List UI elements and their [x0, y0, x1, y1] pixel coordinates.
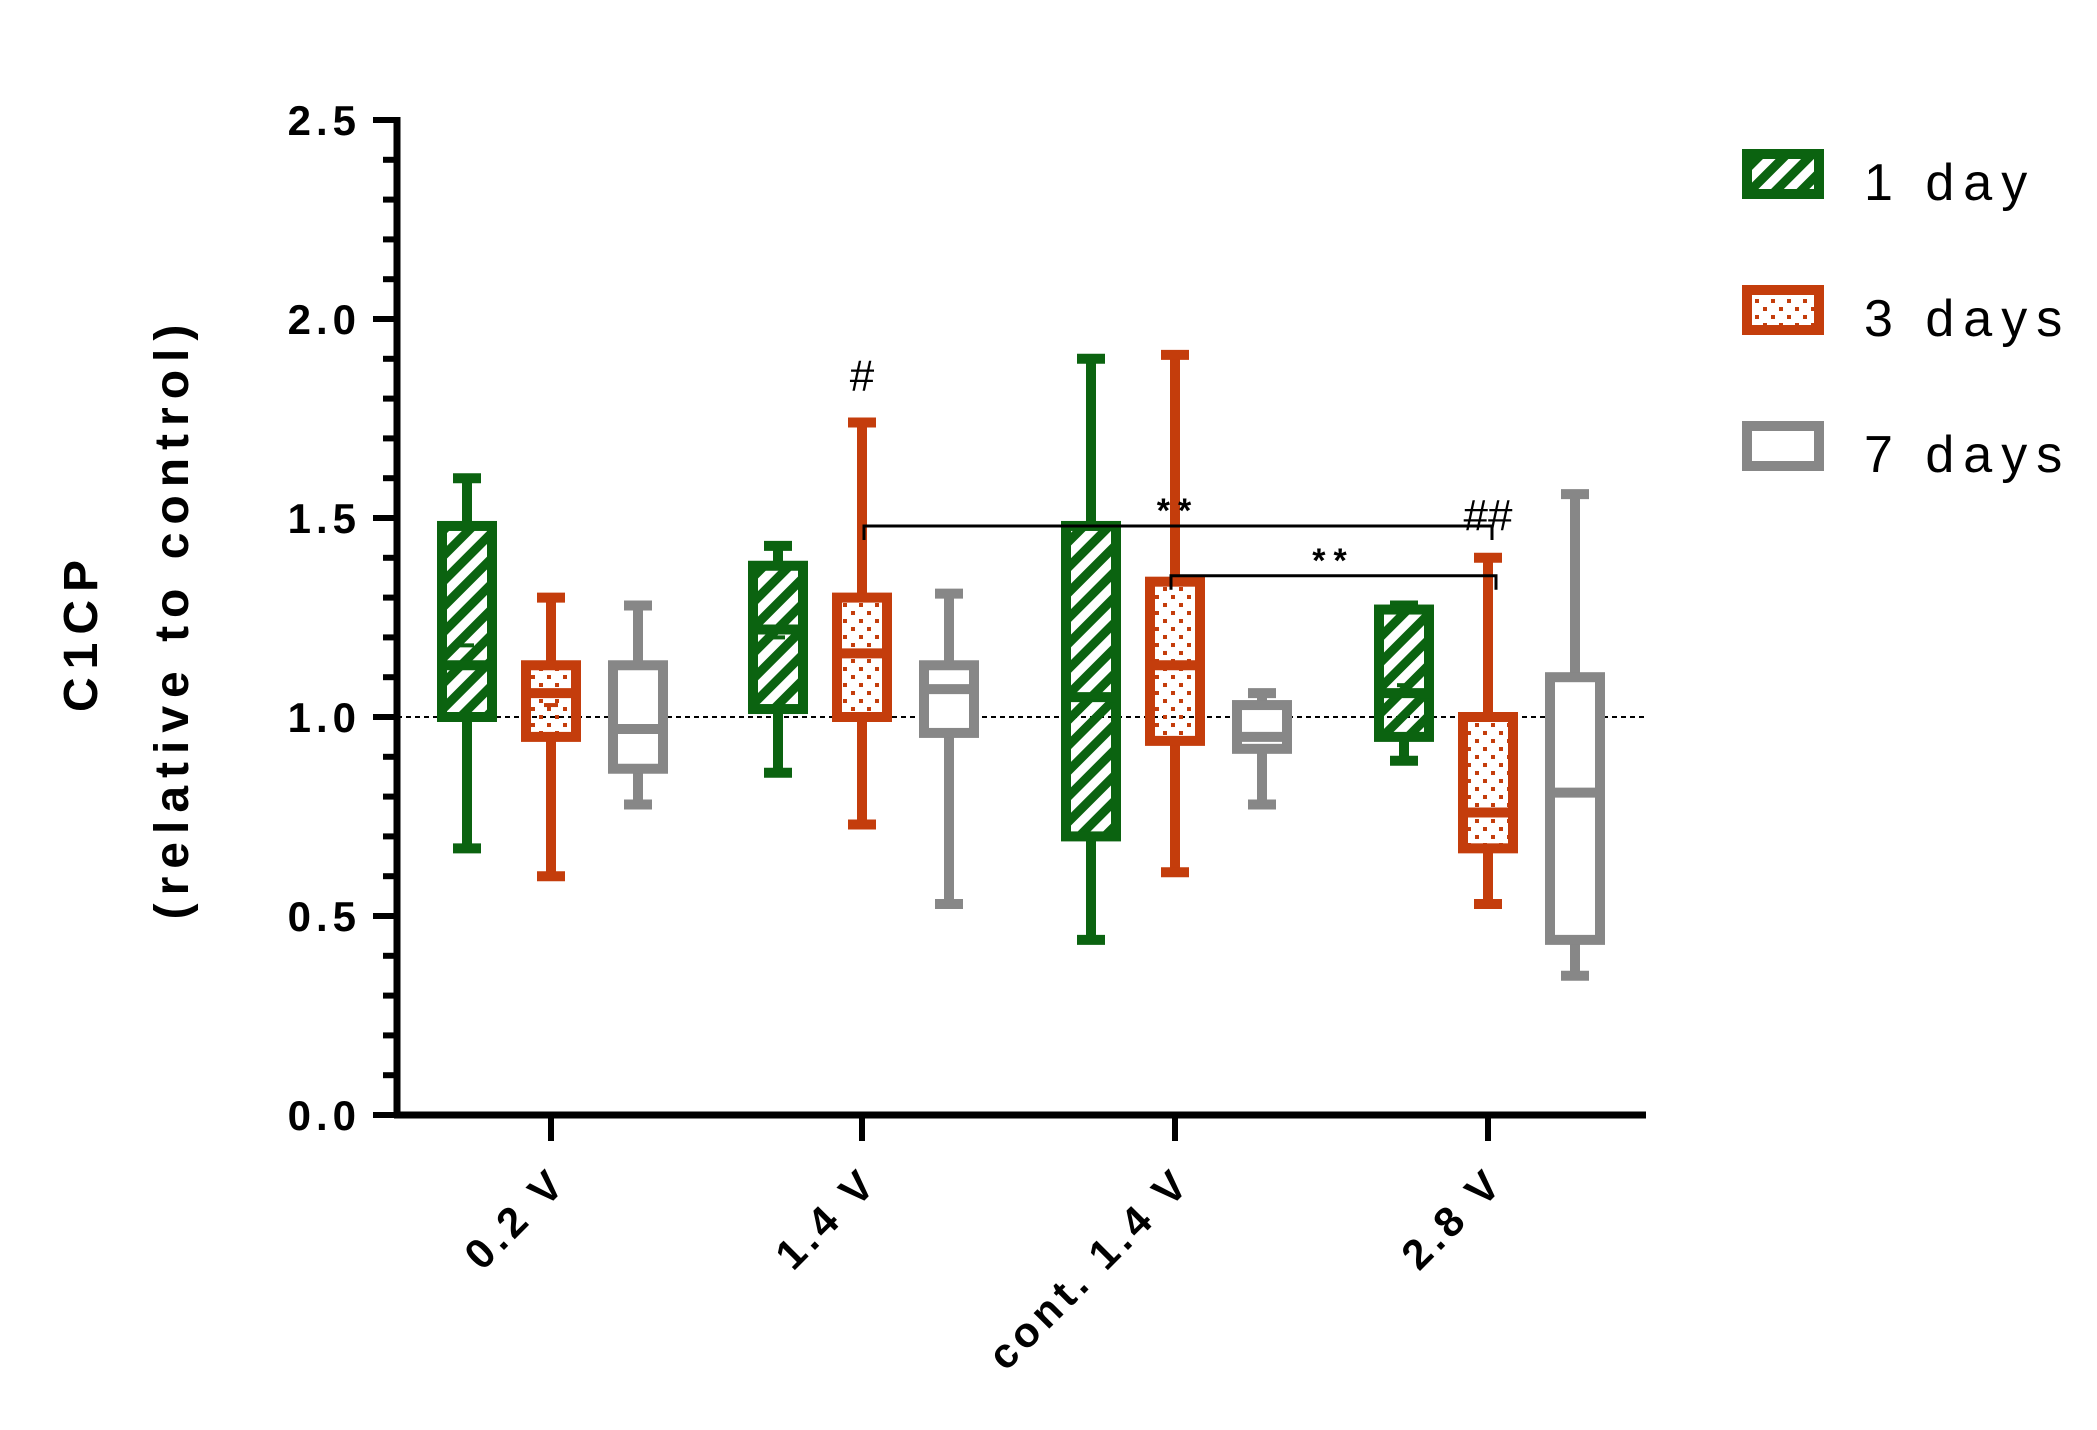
box-plot [1232, 688, 1292, 810]
y-tick-label: 2.5 [288, 97, 361, 144]
significance-bracket: ** [1169, 542, 1498, 590]
legend-item: 3 days [1742, 285, 2071, 348]
legend-label: 7 days [1864, 426, 2071, 484]
legend-item: 1 day [1742, 149, 2036, 212]
box-iqr [521, 660, 581, 742]
y-axis-title-line2: (relative to control) [146, 317, 199, 920]
box-iqr [1458, 712, 1518, 854]
box-iqr [608, 660, 668, 774]
y-tick-label: 1.0 [288, 694, 361, 741]
boxes-group [437, 349, 1605, 981]
legend-swatch [1742, 149, 1824, 199]
y-tick-label: 1.5 [288, 495, 361, 542]
legend-label: 1 day [1864, 154, 2036, 212]
x-category-label: 0.2 V [455, 1158, 575, 1278]
significance-bracket: ** [862, 492, 1494, 540]
box-iqr [437, 520, 497, 723]
bracket-line [862, 524, 1494, 540]
box-iqr [919, 660, 979, 738]
box-iqr [748, 560, 808, 715]
legend-swatch [1742, 285, 1824, 335]
box-plot [1458, 552, 1518, 910]
significance-hash: ## [1464, 491, 1513, 540]
x-category-label: 1.4 V [766, 1158, 886, 1278]
bracket-stars: ** [1157, 492, 1199, 530]
y-tick-label: 0.5 [288, 893, 361, 940]
annotations-group: ###**** [850, 352, 1513, 590]
box-plot [437, 473, 497, 854]
y-tick-label: 0.0 [288, 1092, 361, 1139]
legend: 1 day 3 days 7 days [1742, 149, 2071, 484]
box-plot [919, 588, 979, 910]
box-plot [1145, 349, 1205, 878]
box-iqr [1232, 700, 1292, 754]
box-plot [1545, 489, 1605, 981]
box-plot [608, 600, 668, 810]
box-iqr [1545, 672, 1605, 945]
y-axis-title-line1: C1CP [55, 552, 108, 712]
legend-item: 7 days [1742, 421, 2071, 484]
significance-hash: # [850, 352, 875, 401]
box-plot [748, 540, 808, 778]
bracket-line [1169, 574, 1498, 590]
bracket-stars: ** [1312, 542, 1354, 580]
box-plot [521, 592, 581, 882]
x-category-label: cont. 1.4 V [979, 1158, 1200, 1379]
y-axis-title: C1CP (relative to control) [55, 317, 199, 920]
box-plot [832, 417, 892, 830]
legend-label: 3 days [1864, 290, 2071, 348]
legend-swatch [1742, 421, 1824, 471]
box-iqr [1374, 604, 1434, 742]
box-iqr [1061, 520, 1121, 842]
y-tick-label: 2.0 [288, 296, 361, 343]
box-plot [1374, 600, 1434, 766]
box-plot [1061, 353, 1121, 945]
x-category-label: 2.8 V [1392, 1158, 1512, 1278]
